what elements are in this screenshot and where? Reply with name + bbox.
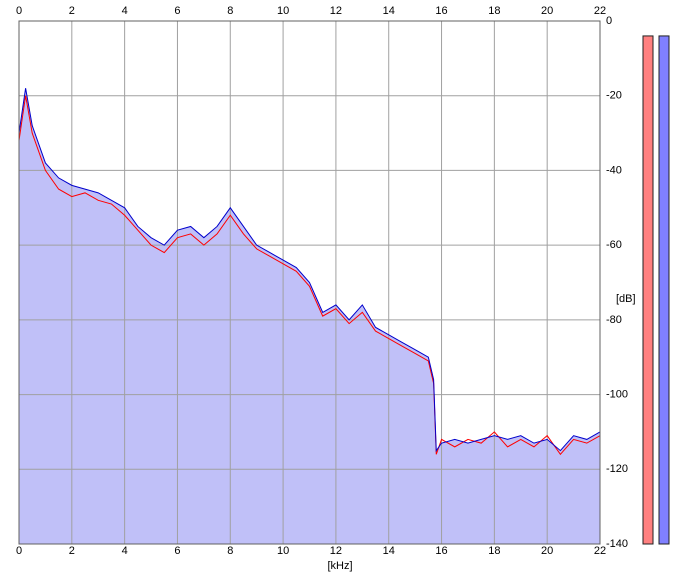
x-tick-label: 6 (174, 545, 180, 557)
x-tick-label-top: 2 (69, 5, 75, 17)
x-tick-label-top: 10 (277, 5, 289, 17)
x-axis-label: [kHz] (327, 560, 352, 572)
x-tick-label: 2 (69, 545, 75, 557)
x-tick-label: 16 (435, 545, 447, 557)
x-tick-label: 18 (488, 545, 500, 557)
series-line (18, 88, 601, 453)
plot-border (18, 20, 601, 545)
x-tick-label-top: 20 (541, 5, 553, 17)
x-tick-label: 10 (277, 545, 289, 557)
area-fill (19, 88, 600, 544)
x-tick-label-top: 22 (594, 5, 606, 17)
x-tick-label: 14 (383, 545, 395, 557)
x-tick-label: 12 (330, 545, 342, 557)
y-axis-label: [dB] (616, 293, 636, 305)
x-tick-label: 8 (227, 545, 233, 557)
y-tick-label: -40 (606, 164, 622, 176)
y-tick-label: -60 (606, 239, 622, 251)
level-meter (658, 35, 670, 545)
x-tick-label: 4 (122, 545, 128, 557)
level-meter (642, 35, 654, 545)
y-tick-label: -120 (606, 463, 628, 475)
x-tick-label-top: 12 (330, 5, 342, 17)
y-tick-label: -100 (606, 388, 628, 400)
y-tick-label: 0 (606, 15, 612, 27)
x-tick-label-top: 18 (488, 5, 500, 17)
series-line (18, 95, 601, 456)
x-tick-label-top: 16 (435, 5, 447, 17)
x-tick-label-top: 14 (383, 5, 395, 17)
x-tick-label: 22 (594, 545, 606, 557)
x-tick-label-top: 0 (16, 5, 22, 17)
x-tick-label: 0 (16, 545, 22, 557)
y-tick-label: -80 (606, 314, 622, 326)
x-tick-label-top: 4 (122, 5, 128, 17)
x-tick-label-top: 8 (227, 5, 233, 17)
x-tick-label-top: 6 (174, 5, 180, 17)
y-tick-label: -20 (606, 90, 622, 102)
y-tick-label: -140 (606, 538, 628, 550)
x-tick-label: 20 (541, 545, 553, 557)
